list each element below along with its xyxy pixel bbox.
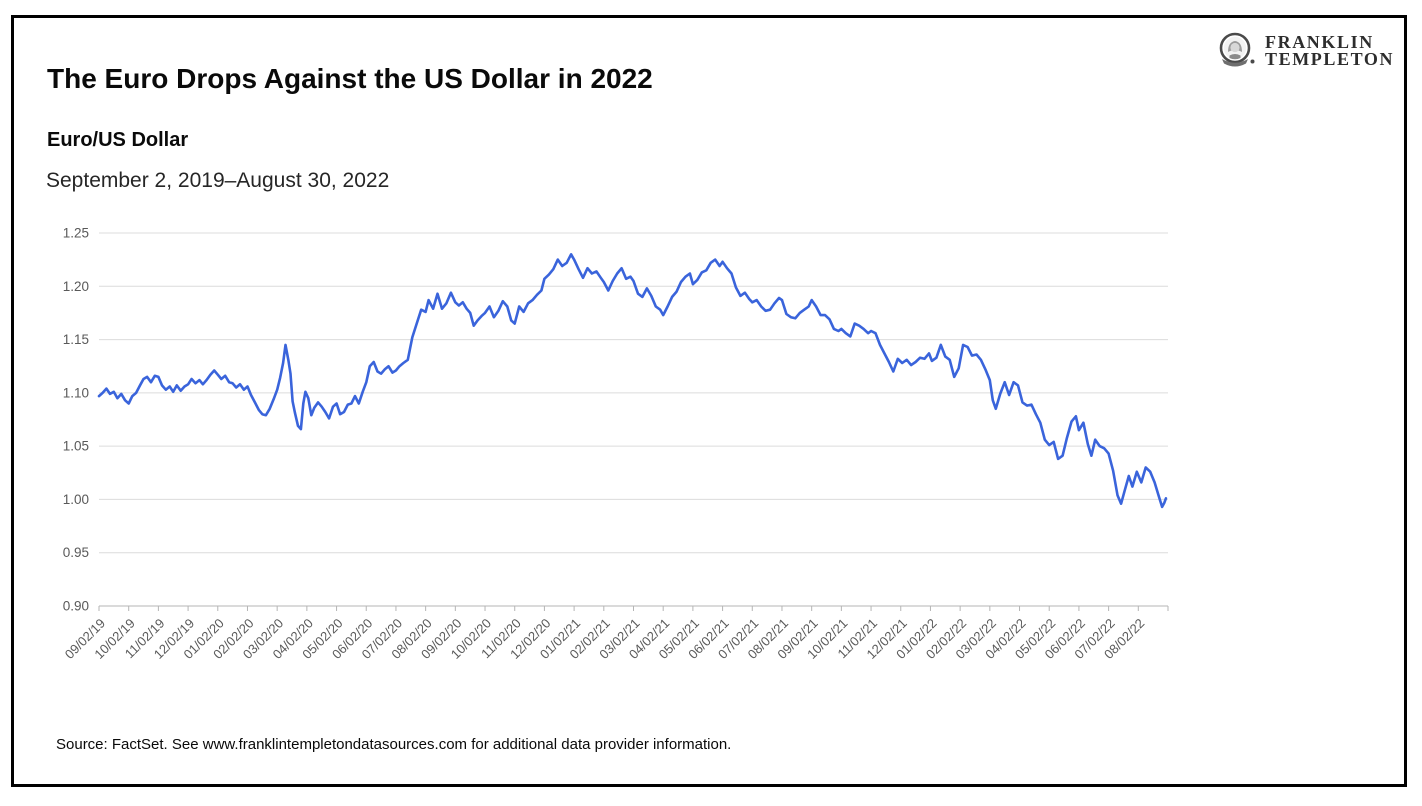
chart-subtitle: Euro/US Dollar bbox=[47, 129, 189, 151]
y-axis-tick-label: 0.90 bbox=[63, 599, 89, 614]
eurusd-series-line bbox=[97, 253, 1168, 509]
y-axis-tick-label: 1.05 bbox=[63, 439, 89, 454]
y-axis-tick-label: 0.95 bbox=[63, 545, 89, 560]
brand-name-line1: FRANKLIN bbox=[1265, 32, 1374, 52]
ben-franklin-medallion-icon bbox=[1219, 32, 1255, 67]
source-note: Source: FactSet. See www.franklintemplet… bbox=[56, 736, 732, 753]
brand-name-line2: TEMPLETON bbox=[1265, 49, 1395, 69]
page-border bbox=[11, 15, 1407, 787]
y-axis-tick-label: 1.15 bbox=[63, 332, 89, 347]
franklin-templeton-logo: FRANKLIN TEMPLETON bbox=[1216, 31, 1394, 73]
date-range: September 2, 2019–August 30, 2022 bbox=[46, 169, 390, 192]
y-axis-tick-label: 1.00 bbox=[63, 492, 89, 507]
page-title: The Euro Drops Against the US Dollar in … bbox=[47, 63, 653, 94]
y-axis-tick-label: 1.20 bbox=[63, 279, 89, 294]
y-axis-tick-label: 1.25 bbox=[63, 226, 89, 241]
y-axis-tick-label: 1.10 bbox=[63, 385, 89, 400]
